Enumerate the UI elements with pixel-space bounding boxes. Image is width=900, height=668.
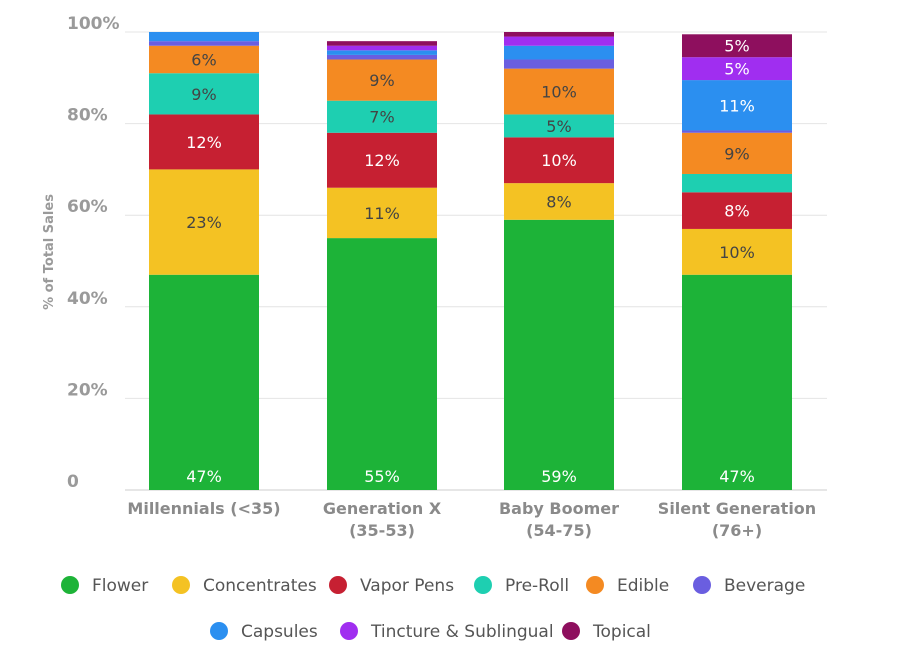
data-label: 12% <box>364 151 400 170</box>
bar-segment <box>149 45 259 74</box>
bar-segment <box>149 32 259 42</box>
bar-segment <box>504 45 614 60</box>
data-label: 9% <box>369 71 394 90</box>
bar-segment <box>327 100 437 133</box>
bar-segment <box>504 114 614 138</box>
data-label: 12% <box>186 133 222 152</box>
legend-label: Edible <box>617 576 669 596</box>
bar-segment <box>327 132 437 188</box>
bar-segment <box>504 59 614 69</box>
data-label: 11% <box>719 96 755 115</box>
bar-segment <box>149 114 259 170</box>
data-label: 7% <box>369 108 394 127</box>
legend-label: Pre-Roll <box>505 576 569 596</box>
data-label: 5% <box>546 117 571 136</box>
data-label: 6% <box>191 50 216 69</box>
legend-label: Tincture & Sublingual <box>370 622 554 642</box>
bar-segment <box>149 73 259 115</box>
data-label: 10% <box>541 151 577 170</box>
bar-segment <box>504 183 614 220</box>
data-label: 47% <box>719 467 755 486</box>
legend-marker <box>586 576 604 594</box>
bar-segment <box>327 238 437 490</box>
legend-label: Flower <box>92 576 148 596</box>
bar-segment <box>149 41 259 46</box>
legend-label: Capsules <box>241 622 318 642</box>
bar-segment <box>327 50 437 55</box>
x-category-label: Generation X <box>323 499 442 518</box>
bar-segment <box>682 132 792 174</box>
legend-marker <box>172 576 190 594</box>
y-tick-label: 20% <box>67 380 108 400</box>
bar-segment <box>504 137 614 184</box>
bars <box>149 32 792 490</box>
y-tick-label: 0 <box>67 472 79 492</box>
y-tick-label: 100% <box>67 14 120 34</box>
legend-marker <box>474 576 492 594</box>
bar-segment <box>682 130 792 133</box>
data-label: 10% <box>541 83 577 102</box>
y-tick-label: 40% <box>67 289 108 309</box>
bar-segment <box>682 228 792 275</box>
bar-segment <box>682 57 792 81</box>
bar-segment <box>682 173 792 193</box>
bar-segment <box>682 80 792 131</box>
bar-segment <box>149 169 259 275</box>
bar-segment <box>682 34 792 58</box>
x-category-label: (35-53) <box>349 521 415 540</box>
legend: Flower Concentrates Vapor Pens Pre-Roll Edib… <box>61 576 805 642</box>
data-label: 11% <box>364 204 400 223</box>
bar-segment <box>149 274 259 490</box>
y-tick-label: 80% <box>67 106 108 126</box>
legend-marker <box>340 622 358 640</box>
data-label: 47% <box>186 467 222 486</box>
x-axis-categories: Millennials (<35) Generation X (35-53) Baby… <box>127 499 816 540</box>
bar-segment <box>504 219 614 490</box>
y-axis-label: % of Total Sales <box>42 194 57 310</box>
bar-segment <box>327 59 437 101</box>
legend-label: Beverage <box>724 576 805 596</box>
legend-marker <box>329 576 347 594</box>
data-label: 55% <box>364 467 400 486</box>
legend-label: Concentrates <box>203 576 317 596</box>
bar-segment <box>504 68 614 115</box>
bar-segment <box>504 36 614 46</box>
bar-segment <box>682 192 792 229</box>
data-label: 5% <box>724 60 749 79</box>
data-label: 9% <box>724 144 749 163</box>
data-labels: 47% 23% 12% 9% 6% 55% 11% 12% 7% 9% 59% 8% 10% 5% 10% 4… <box>186 37 755 486</box>
data-label: 5% <box>724 37 749 56</box>
bar-segment <box>327 54 437 60</box>
x-category-label: Baby Boomer <box>499 499 619 518</box>
data-label: 8% <box>546 192 571 211</box>
bar-segment <box>327 45 437 51</box>
x-category-label: (76+) <box>712 521 762 540</box>
data-label: 10% <box>719 243 755 262</box>
data-label: 9% <box>191 85 216 104</box>
data-label: 8% <box>724 202 749 221</box>
y-axis-ticks: 0 20% 40% 60% 80% 100% <box>67 14 120 492</box>
x-category-label: Millennials (<35) <box>127 499 280 518</box>
bar-segment <box>327 41 437 46</box>
bar-segment <box>327 187 437 239</box>
legend-marker <box>693 576 711 594</box>
legend-marker <box>210 622 228 640</box>
bar-segment <box>682 274 792 490</box>
legend-marker <box>61 576 79 594</box>
y-tick-label: 60% <box>67 197 108 217</box>
bar-segment <box>504 32 614 37</box>
data-label: 23% <box>186 213 222 232</box>
x-category-label: (54-75) <box>526 521 592 540</box>
data-label: 59% <box>541 467 577 486</box>
legend-label: Topical <box>592 622 651 642</box>
legend-label: Vapor Pens <box>360 576 454 596</box>
legend-marker <box>562 622 580 640</box>
x-category-label: Silent Generation <box>658 499 816 518</box>
